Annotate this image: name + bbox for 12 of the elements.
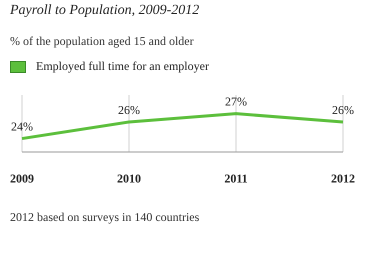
text: 2012 based on surveys in 140 countries	[10, 210, 200, 225]
chart-subtitle: % of the population aged 15 and older	[10, 34, 194, 49]
chart-title: Payroll to Population, 2009-2012	[10, 3, 200, 19]
x-tick-label: 2012	[331, 172, 355, 186]
data-label: 26%	[118, 102, 140, 117]
data-label: 26%	[332, 102, 354, 117]
x-tick-label: 2009	[10, 172, 34, 186]
x-tick-label: 2010	[117, 172, 141, 186]
x-tick-label: 2011	[224, 172, 248, 186]
legend-label: Employed full time for an employer	[35, 59, 209, 74]
data-label: 27%	[225, 94, 247, 109]
data-label: 24%	[11, 120, 33, 134]
